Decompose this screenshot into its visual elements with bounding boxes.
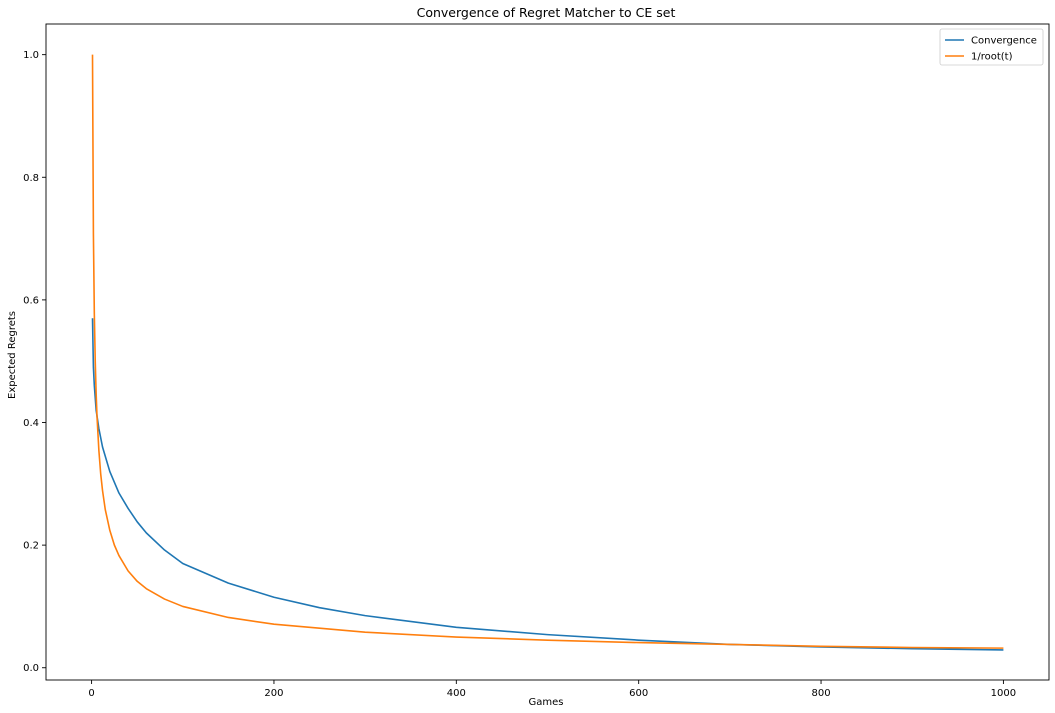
y-tick-label: 0.6 <box>23 295 39 306</box>
legend-box <box>939 28 1044 66</box>
x-tick-label: 200 <box>264 688 283 699</box>
x-tick-label: 800 <box>811 688 830 699</box>
y-tick-label: 0.8 <box>23 173 39 184</box>
x-tick-label: 600 <box>629 688 648 699</box>
legend: Convergence 1/root(t) <box>939 28 1044 66</box>
x-axis-label: Games <box>529 697 564 708</box>
series-line-2 <box>91 54 1004 649</box>
axes-frame <box>45 23 1050 681</box>
legend-label: 1/root(t) <box>971 52 1013 63</box>
legend-label: Convergence <box>971 36 1037 47</box>
plot-area <box>45 23 1050 681</box>
y-axis-label: Expected Regrets <box>7 311 18 399</box>
chart-title: Convergence of Regret Matcher to CE set <box>417 5 676 20</box>
y-tick-label: 0.0 <box>23 663 39 674</box>
y-tick-label: 0.4 <box>23 418 39 429</box>
y-tick-label: 0.2 <box>23 541 39 552</box>
y-tick-label: 1.0 <box>23 50 39 61</box>
axis-ticks: 0 200 400 600 800 1000 0.0 0.2 0.4 0.6 0.8 1.0 <box>23 50 1016 699</box>
x-tick-label: 400 <box>447 688 466 699</box>
x-tick-label: 0 <box>88 688 94 699</box>
series-line-1 <box>91 318 1004 651</box>
x-tick-label: 1000 <box>991 688 1016 699</box>
